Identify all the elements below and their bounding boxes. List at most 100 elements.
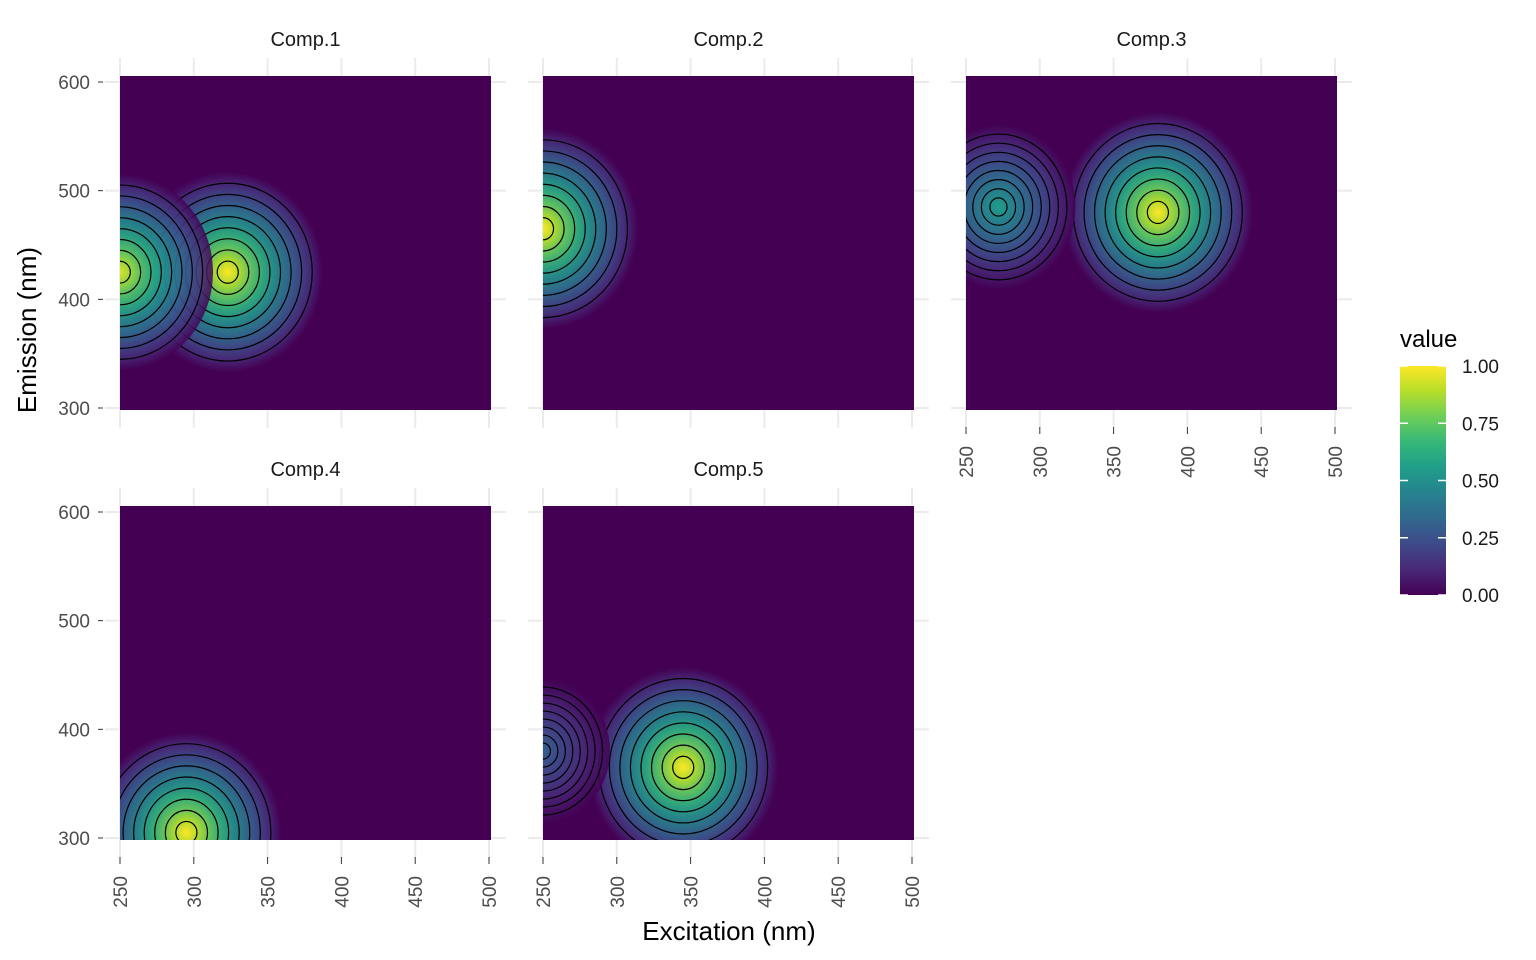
contour-line (672, 755, 695, 780)
y-tick-label: 500 (58, 182, 90, 203)
y-tick-label: 400 (58, 290, 90, 311)
x-tick-label: 500 (903, 876, 924, 908)
contour-line (1136, 189, 1180, 236)
contour-line (154, 798, 219, 840)
x-tick-label: 250 (534, 876, 555, 908)
y-tick-label: 600 (58, 503, 90, 524)
x-tick-label: 400 (755, 876, 776, 908)
contour-line (966, 160, 1042, 254)
contour-line (543, 742, 552, 760)
panel-title: Comp.2 (693, 29, 763, 51)
contour-line (543, 718, 574, 784)
contour-line (980, 188, 1017, 226)
contour-line (543, 686, 604, 816)
panel-comp-4: Comp.4 300 400 500 600 250 300 350 400 450 500 (58, 459, 506, 908)
panel-title: Comp.1 (270, 29, 340, 51)
contour-line (989, 197, 1008, 217)
y-axis-title: Emission (nm) (12, 247, 42, 413)
contour-line (1146, 200, 1170, 225)
heatmap-peaks (543, 667, 779, 840)
contour-line (120, 195, 193, 349)
panels-layer: Comp.1 300 400 500 600 Comp.2 Comp.3 250 300 350 4… (58, 29, 1352, 908)
y-tick-label: 300 (58, 829, 90, 850)
contour-line (543, 216, 555, 241)
contour-line (543, 734, 559, 768)
x-tick-label: 500 (1326, 446, 1347, 478)
contour-line (1115, 167, 1201, 258)
contour-line (966, 151, 1051, 263)
heatmap-peaks (966, 112, 1253, 313)
peak-blob (966, 124, 1076, 289)
contour-line (120, 249, 142, 295)
contour-line (122, 765, 251, 840)
contour-line (175, 820, 198, 840)
x-tick-label: 450 (406, 876, 427, 908)
panel-comp-1: Comp.1 300 400 500 600 (58, 29, 506, 428)
contour-line (133, 776, 240, 840)
contour-line (619, 700, 748, 835)
x-tick-label: 300 (1031, 446, 1052, 478)
contour-line (120, 217, 173, 328)
contour-line (543, 726, 566, 776)
heatmap-peaks (543, 128, 638, 329)
contour-line (966, 142, 1059, 272)
contour-line (543, 139, 629, 319)
x-tick-label: 250 (957, 446, 978, 478)
panel-title: Comp.5 (693, 459, 763, 481)
x-tick-label: 400 (1178, 446, 1199, 478)
x-tick-label: 350 (1105, 446, 1126, 478)
color-legend: value 1.00 0.75 0.50 0.25 0.00 (1400, 326, 1499, 607)
contour-line (1083, 134, 1233, 291)
contour-line (143, 787, 230, 840)
y-tick-label: 400 (58, 720, 90, 741)
contour-line (972, 179, 1025, 235)
panel-comp-3: Comp.3 250 300 350 400 450 500 (951, 29, 1352, 478)
contour-line (543, 694, 596, 808)
contour-line (629, 711, 737, 824)
contour-line (543, 702, 589, 800)
contour-line (164, 809, 209, 840)
peak-blob (543, 679, 610, 824)
contour-line (216, 260, 239, 284)
contour-line (120, 754, 261, 840)
contour-line (543, 710, 581, 792)
contour-line (120, 228, 162, 317)
panel-comp-5: Comp.5 250 300 350 400 450 500 (528, 459, 929, 908)
contour-line (543, 183, 586, 274)
contour-line (650, 733, 716, 802)
contour-line (543, 161, 607, 296)
contour-line (543, 194, 576, 263)
contour-line (1125, 178, 1191, 247)
legend-tick-label: 0.75 (1462, 414, 1499, 435)
contour-line (120, 743, 272, 840)
peak-blob (588, 667, 779, 840)
contour-line (120, 238, 152, 306)
y-tick-label: 300 (58, 399, 90, 420)
contour-line (1104, 156, 1212, 269)
legend-tick-label: 0.50 (1462, 472, 1499, 493)
legend-tick-label: 0.25 (1462, 529, 1499, 550)
y-tick-label: 600 (58, 73, 90, 94)
x-tick-label: 350 (682, 876, 703, 908)
x-tick-label: 300 (185, 876, 206, 908)
contour-line (543, 172, 597, 285)
contour-line (120, 206, 183, 339)
x-tick-label: 350 (259, 876, 280, 908)
contour-line (543, 205, 565, 252)
peak-blob (120, 174, 213, 371)
x-tick-label: 450 (1252, 446, 1273, 478)
x-tick-label: 450 (829, 876, 850, 908)
panel-comp-2: Comp.2 (528, 29, 929, 428)
contour-line (608, 689, 758, 840)
x-tick-label: 400 (332, 876, 353, 908)
contour-line (120, 184, 204, 360)
legend-title: value (1400, 326, 1457, 353)
contour-line (966, 133, 1068, 281)
x-tick-label: 300 (608, 876, 629, 908)
contour-line (120, 260, 131, 284)
contour-line (661, 744, 705, 791)
contour-line (966, 169, 1034, 245)
heatmap-peaks (120, 172, 323, 373)
heatmap-peaks (120, 732, 282, 840)
